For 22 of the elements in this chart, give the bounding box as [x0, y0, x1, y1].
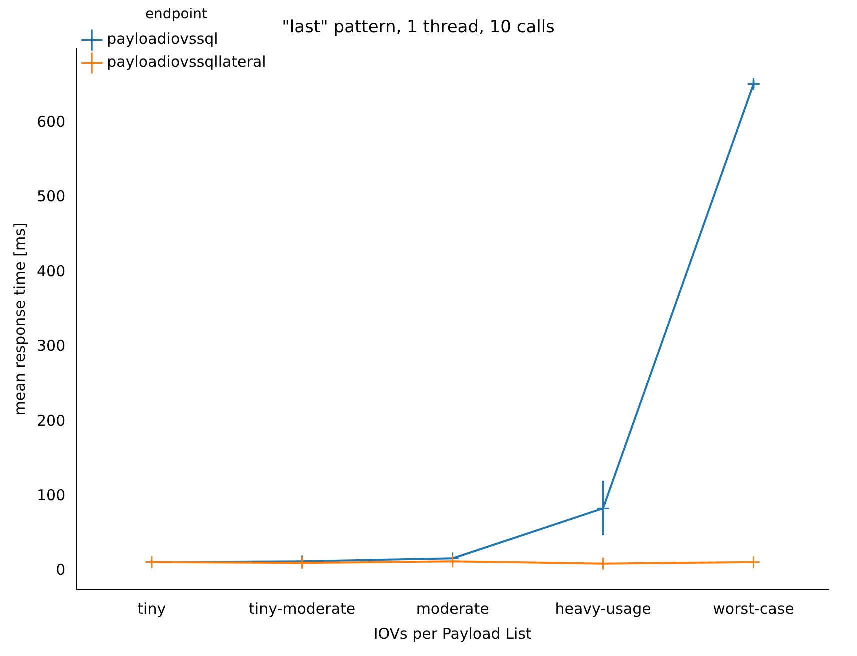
point — [747, 556, 761, 570]
point — [596, 557, 610, 571]
x-tick-label: moderate — [416, 600, 490, 618]
y-tick-label: 0 — [56, 561, 66, 580]
y-tick-label: 200 — [36, 412, 66, 430]
x-axis-title: IOVs per Payload List — [374, 624, 532, 643]
point — [446, 554, 460, 568]
y-tick-label: 600 — [36, 112, 66, 131]
legend-label: payloadiovssqllateral — [107, 53, 266, 72]
y-tick-label: 100 — [36, 486, 66, 505]
y-tick-label: 400 — [36, 262, 66, 280]
y-tick-label: 300 — [36, 337, 66, 356]
legend-title: endpoint — [145, 6, 208, 23]
x-tick-label: worst-case — [713, 600, 794, 618]
x-tick-label: heavy-usage — [555, 600, 652, 618]
chart-title: "last" pattern, 1 thread, 10 calls — [282, 18, 556, 38]
y-tick-label: 500 — [36, 188, 66, 206]
x-tick-label: tiny-moderate — [249, 600, 356, 618]
x-tick-label: tiny — [138, 600, 166, 618]
y-axis-title: mean response time [ms] — [10, 222, 29, 416]
legend-label: payloadiovssql — [107, 30, 218, 48]
point — [747, 78, 761, 92]
